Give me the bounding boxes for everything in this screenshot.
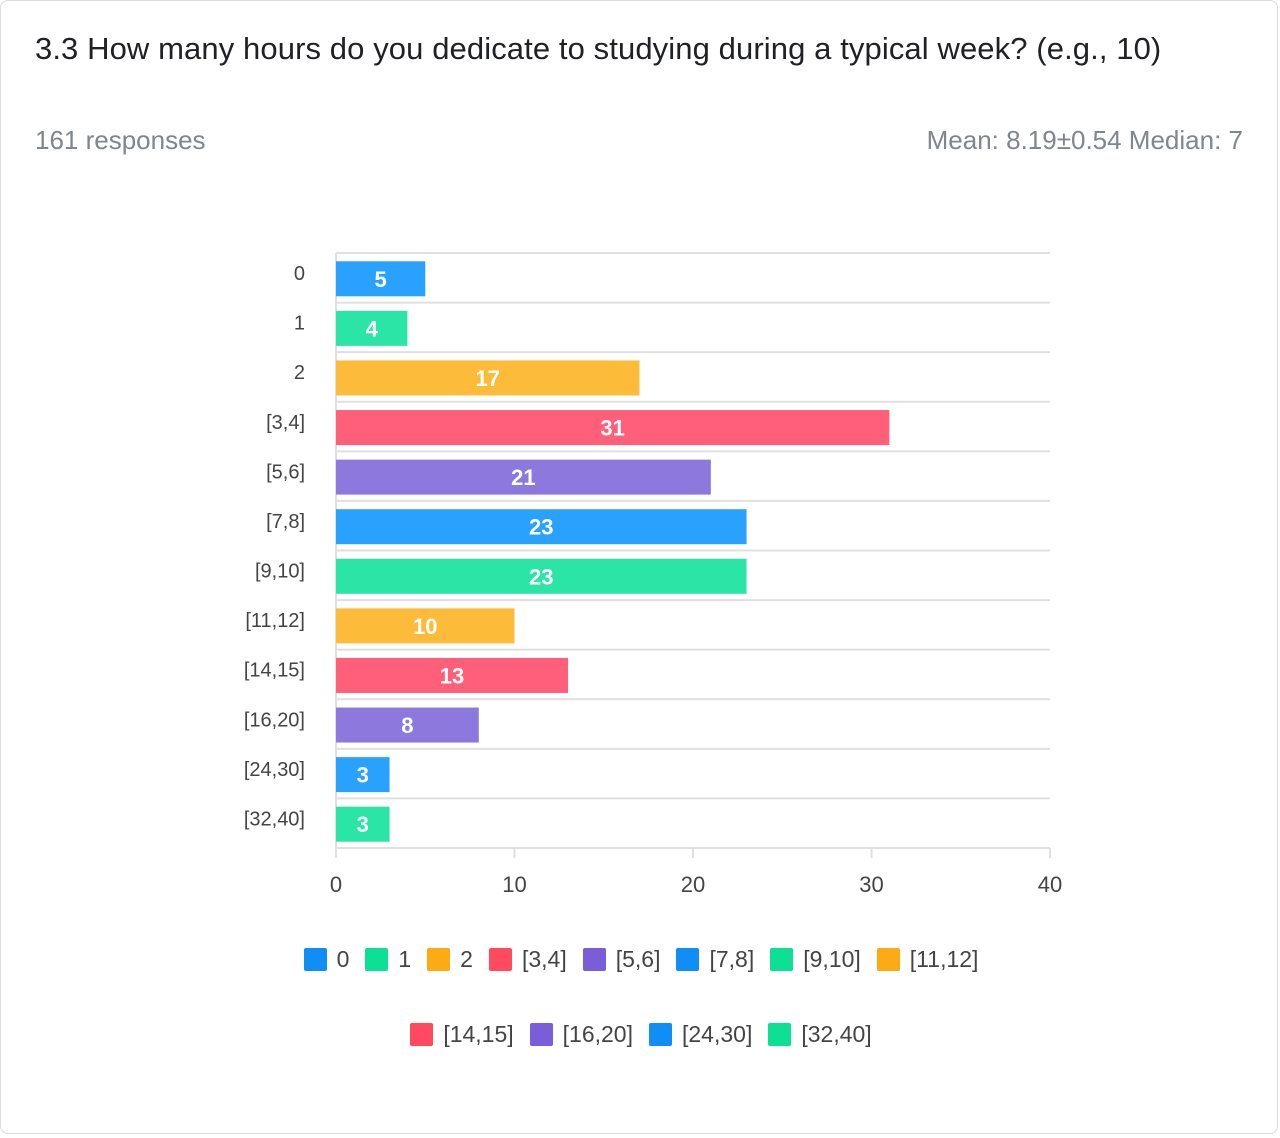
chart-legend-row-1: 0 1 2 [3,4] [5,6] [7,8] [9,10] [11,12] xyxy=(1,946,1280,973)
legend-label: [7,8] xyxy=(709,946,755,972)
legend-item: [5,6] xyxy=(582,946,661,973)
category-label: [7,8] xyxy=(266,511,305,533)
chart-legend-row-2: [14,15] [16,20] [24,30] [32,40] xyxy=(1,1021,1280,1048)
legend-label: 0 xyxy=(336,946,350,972)
category-label: [3,4] xyxy=(266,412,305,434)
bar xyxy=(336,360,640,396)
legend-label: 1 xyxy=(398,946,412,972)
data-label: 5 xyxy=(375,267,387,292)
bar xyxy=(336,558,747,594)
x-tick-label: 30 xyxy=(859,872,883,897)
response-count: 161 responses xyxy=(35,125,206,155)
legend-item: [32,40] xyxy=(768,1021,872,1048)
legend-label: [11,12] xyxy=(909,946,979,972)
category-label: [9,10] xyxy=(255,561,305,583)
category-label: 0 xyxy=(294,263,305,285)
legend-swatch xyxy=(876,948,900,971)
legend-item: 2 xyxy=(427,946,473,973)
data-label: 3 xyxy=(357,812,369,837)
category-label: [16,20] xyxy=(244,709,305,731)
legend-label: 2 xyxy=(460,946,473,972)
x-tick-label: 0 xyxy=(330,872,342,897)
legend-label: [5,6] xyxy=(615,946,661,972)
bar xyxy=(336,310,408,346)
bar xyxy=(336,608,515,644)
category-label: 1 xyxy=(294,313,305,335)
legend-item: [24,30] xyxy=(649,1021,752,1048)
legend-swatch xyxy=(365,948,389,971)
bar xyxy=(336,261,426,297)
legend-swatch xyxy=(768,1023,792,1046)
data-label: 13 xyxy=(440,663,464,688)
bar xyxy=(336,806,390,842)
data-label: 17 xyxy=(475,366,499,391)
legend-item: [11,12] xyxy=(876,946,979,973)
legend-label: [9,10] xyxy=(803,946,861,972)
legend-item: 1 xyxy=(365,946,411,973)
legend-item: [9,10] xyxy=(770,946,861,973)
data-label: 23 xyxy=(529,515,553,540)
data-label: 4 xyxy=(366,316,379,341)
legend-swatch xyxy=(427,948,451,971)
legend-item: [7,8] xyxy=(676,946,754,973)
legend-item: [3,4] xyxy=(488,946,567,973)
bar xyxy=(336,509,747,545)
question-title: 3.3 How many hours do you dedicate to st… xyxy=(35,31,1162,66)
legend-label: [32,40] xyxy=(801,1021,872,1047)
data-label: 3 xyxy=(357,763,369,788)
category-label: 2 xyxy=(294,362,305,384)
bar xyxy=(336,757,390,793)
bar xyxy=(336,657,569,693)
x-tick-label: 20 xyxy=(681,872,705,897)
legend-swatch xyxy=(303,948,327,971)
legend-swatch xyxy=(649,1023,672,1046)
legend-swatch xyxy=(582,948,606,971)
legend-label: [3,4] xyxy=(521,946,567,972)
x-tick-label: 40 xyxy=(1038,872,1062,897)
category-label: [11,12] xyxy=(245,610,305,632)
category-label: [5,6] xyxy=(266,461,305,483)
data-label: 21 xyxy=(511,465,535,490)
legend-swatch xyxy=(488,948,512,971)
x-tick-label: 10 xyxy=(502,872,526,897)
summary-stats: Mean: 8.19±0.54 Median: 7 xyxy=(926,125,1243,155)
data-label: 10 xyxy=(413,614,437,639)
category-label: [32,40] xyxy=(244,808,305,830)
data-label: 23 xyxy=(529,564,553,589)
legend-swatch xyxy=(529,1023,553,1046)
bar xyxy=(336,459,711,495)
legend-label: [24,30] xyxy=(682,1021,753,1047)
legend-label: [14,15] xyxy=(443,1021,514,1047)
legend-label: [16,20] xyxy=(562,1021,633,1047)
legend-item: [16,20] xyxy=(529,1021,633,1048)
category-label: [24,30] xyxy=(244,759,305,781)
bar xyxy=(336,410,890,446)
legend-swatch xyxy=(676,948,700,971)
legend-swatch xyxy=(410,1023,434,1046)
data-label: 31 xyxy=(600,416,624,441)
legend-swatch xyxy=(770,948,794,971)
legend-item: [14,15] xyxy=(410,1021,514,1048)
bar xyxy=(336,707,479,743)
legend-item: 0 xyxy=(303,946,350,973)
data-label: 8 xyxy=(401,713,413,738)
category-label: [14,15] xyxy=(244,660,305,682)
